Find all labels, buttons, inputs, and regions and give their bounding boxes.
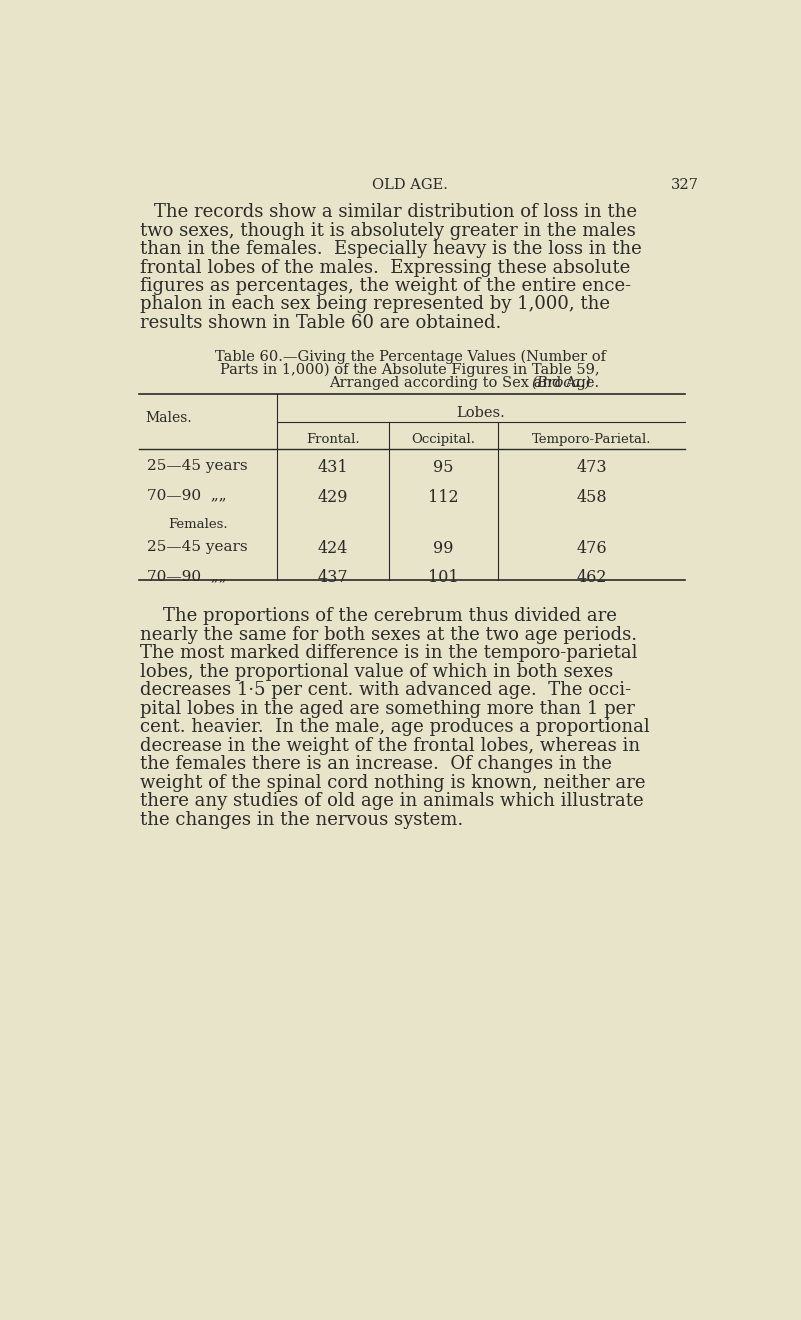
Text: than in the females.  Especially heavy is the loss in the: than in the females. Especially heavy is… [140,240,642,257]
Text: cent. heavier.  In the male, age produces a proportional: cent. heavier. In the male, age produces… [140,718,650,737]
Text: Occipital.: Occipital. [412,433,476,446]
Text: 95: 95 [433,459,453,477]
Text: 99: 99 [433,540,453,557]
Text: 476: 476 [576,540,607,557]
Text: 112: 112 [429,488,459,506]
Text: frontal lobes of the males.  Expressing these absolute: frontal lobes of the males. Expressing t… [140,259,630,276]
Text: two sexes, though it is absolutely greater in the males: two sexes, though it is absolutely great… [140,222,636,239]
Text: 458: 458 [576,488,607,506]
Text: 70—90  „„: 70—90 „„ [147,569,226,583]
Text: pital lobes in the aged are something more than 1 per: pital lobes in the aged are something mo… [140,700,635,718]
Text: 429: 429 [318,488,348,506]
Text: 473: 473 [576,459,607,477]
Text: there any studies of old age in animals which illustrate: there any studies of old age in animals … [140,792,644,810]
Text: Males.: Males. [145,411,191,425]
Text: decreases 1·5 per cent. with advanced age.  The occi-: decreases 1·5 per cent. with advanced ag… [140,681,631,700]
Text: The proportions of the cerebrum thus divided are: The proportions of the cerebrum thus div… [140,607,618,626]
Text: 437: 437 [318,569,348,586]
Text: Females.: Females. [168,517,228,531]
Text: 424: 424 [318,540,348,557]
Text: 327: 327 [671,178,699,191]
Text: figures as percentages, the weight of the entire ence-: figures as percentages, the weight of th… [140,277,631,294]
Text: the females there is an increase.  Of changes in the: the females there is an increase. Of cha… [140,755,612,774]
Text: 70—90  „„: 70—90 „„ [147,488,226,503]
Text: Lobes.: Lobes. [457,407,505,420]
Text: (Broca.): (Broca.) [531,376,590,389]
Text: the changes in the nervous system.: the changes in the nervous system. [140,810,464,829]
Text: results shown in Table 60 are obtained.: results shown in Table 60 are obtained. [140,314,501,331]
Text: nearly the same for both sexes at the two age periods.: nearly the same for both sexes at the tw… [140,626,638,644]
Text: weight of the spinal cord nothing is known, neither are: weight of the spinal cord nothing is kno… [140,774,646,792]
Text: The most marked difference is in the temporo-parietal: The most marked difference is in the tem… [140,644,638,663]
Text: The records show a similar distribution of loss in the: The records show a similar distribution … [155,203,638,220]
Text: 431: 431 [318,459,348,477]
Text: Parts in 1,000) of the Absolute Figures in Table 59,: Parts in 1,000) of the Absolute Figures … [220,363,600,376]
Text: Table 60.—Giving the Percentage Values (Number of: Table 60.—Giving the Percentage Values (… [215,350,606,364]
Text: decrease in the weight of the frontal lobes, whereas in: decrease in the weight of the frontal lo… [140,737,641,755]
Text: 25—45 years: 25—45 years [147,540,248,553]
Text: 462: 462 [576,569,606,586]
Text: phalon in each sex being represented by 1,000, the: phalon in each sex being represented by … [140,296,610,313]
Text: Frontal.: Frontal. [306,433,360,446]
Text: Temporo-Parietal.: Temporo-Parietal. [532,433,651,446]
Text: 101: 101 [429,569,459,586]
Text: lobes, the proportional value of which in both sexes: lobes, the proportional value of which i… [140,663,614,681]
Text: OLD AGE.: OLD AGE. [372,178,448,191]
Text: 25—45 years: 25—45 years [147,459,248,474]
Text: Arranged according to Sex and Age.: Arranged according to Sex and Age. [328,376,608,389]
